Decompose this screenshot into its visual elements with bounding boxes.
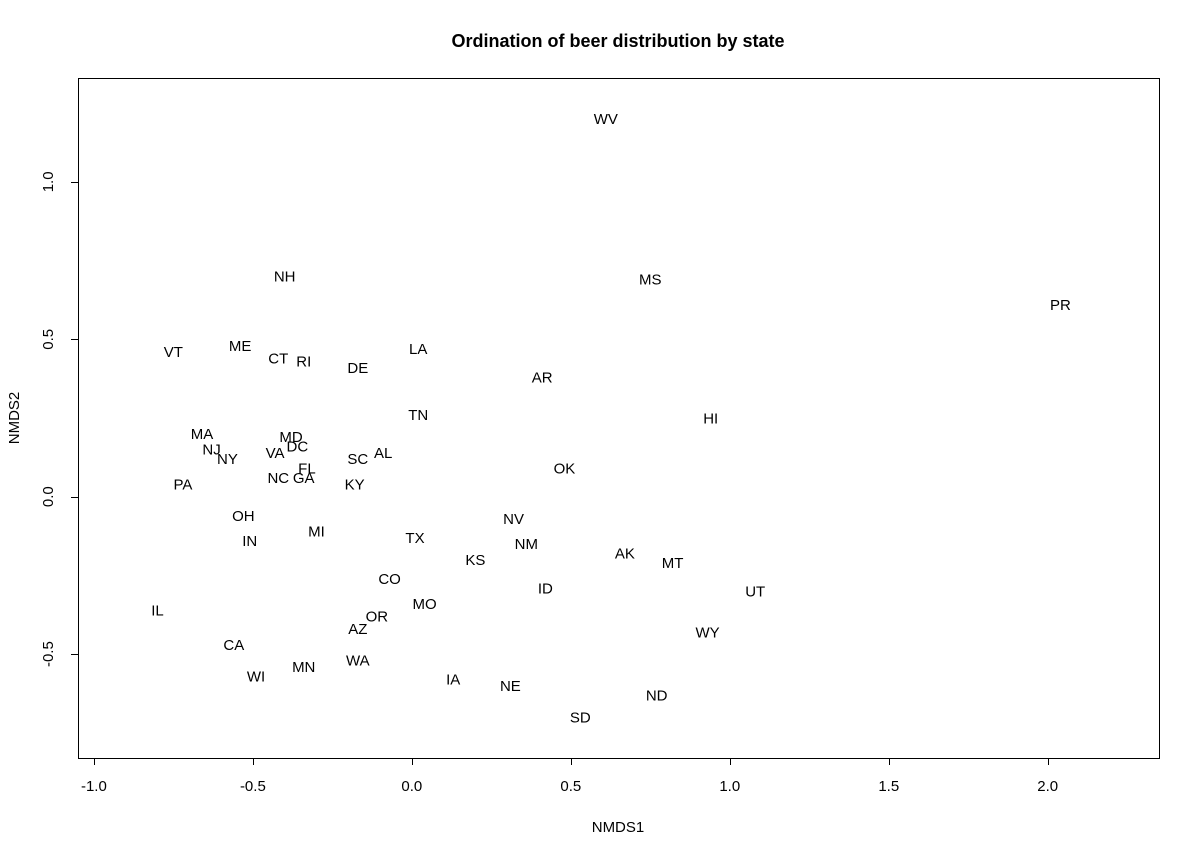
point-label: TX: [405, 530, 424, 547]
y-tick-label: 0.5: [40, 329, 57, 350]
x-tick-label: -0.5: [240, 778, 266, 795]
point-label: SC: [347, 451, 368, 468]
point-label: NM: [515, 536, 538, 553]
point-label: NH: [274, 269, 296, 286]
point-label: CO: [378, 571, 401, 588]
point-label: NJ: [202, 442, 220, 459]
chart-title: Ordination of beer distribution by state: [451, 31, 784, 51]
point-label: ID: [538, 580, 553, 597]
point-label: PR: [1050, 297, 1071, 314]
point-label: AK: [615, 546, 635, 563]
x-tick-label: 1.5: [878, 778, 899, 795]
point-label: IN: [242, 533, 257, 550]
y-tick-label: 1.0: [40, 171, 57, 192]
x-tick-label: 2.0: [1037, 778, 1058, 795]
point-label: WA: [346, 653, 370, 670]
point-label: MI: [308, 524, 325, 541]
point-label: CT: [268, 350, 288, 367]
point-label: MA: [191, 426, 214, 443]
point-label: UT: [745, 583, 765, 600]
y-tick-label: 0.0: [40, 486, 57, 507]
point-label: HI: [703, 410, 718, 427]
point-label: WV: [594, 111, 618, 128]
point-label: RI: [296, 354, 311, 371]
x-tick-label: 1.0: [719, 778, 740, 795]
point-label: MN: [292, 659, 315, 676]
x-tick-label: 0.0: [401, 778, 422, 795]
point-label: IA: [446, 672, 460, 689]
point-label: WI: [247, 668, 265, 685]
point-label: ME: [229, 338, 252, 355]
point-label: DC: [287, 439, 309, 456]
point-label: GA: [293, 470, 315, 487]
point-label: MT: [662, 555, 684, 572]
point-label: NV: [503, 511, 524, 528]
y-axis-title: NMDS2: [6, 392, 23, 445]
point-label: SD: [570, 709, 591, 726]
point-label: OR: [366, 609, 389, 626]
point-label: WY: [695, 624, 719, 641]
x-axis-title: NMDS1: [592, 819, 645, 836]
point-label: AL: [374, 445, 392, 462]
x-tick-label: -1.0: [81, 778, 107, 795]
point-label: DE: [347, 360, 368, 377]
point-label: TN: [408, 407, 428, 424]
point-label: MD: [279, 429, 302, 446]
y-axis: -0.5 0.0 0.5 1.0: [40, 171, 79, 667]
point-label: VA: [266, 445, 285, 462]
point-label: AZ: [348, 621, 367, 638]
point-label: NE: [500, 678, 521, 695]
y-tick-label: -0.5: [40, 641, 57, 667]
point-label: OK: [554, 461, 576, 478]
point-label: IL: [151, 602, 164, 619]
point-label: OH: [232, 508, 255, 525]
point-label: CA: [223, 637, 244, 654]
x-tick-label: 0.5: [560, 778, 581, 795]
point-label: VT: [164, 344, 183, 361]
point-label: NC: [267, 470, 289, 487]
point-label: MS: [639, 272, 662, 289]
point-label: NY: [217, 451, 238, 468]
point-label: MO: [412, 596, 436, 613]
point-label: LA: [409, 341, 427, 358]
point-label: PA: [173, 476, 192, 493]
point-label: KS: [465, 552, 485, 569]
point-label: AR: [532, 369, 553, 386]
x-axis: -1.0 -0.5 0.0 0.5 1.0 1.5 2.0: [81, 758, 1058, 795]
point-label: KY: [345, 476, 365, 493]
point-label: ND: [646, 687, 668, 704]
point-label: FL: [298, 461, 316, 478]
